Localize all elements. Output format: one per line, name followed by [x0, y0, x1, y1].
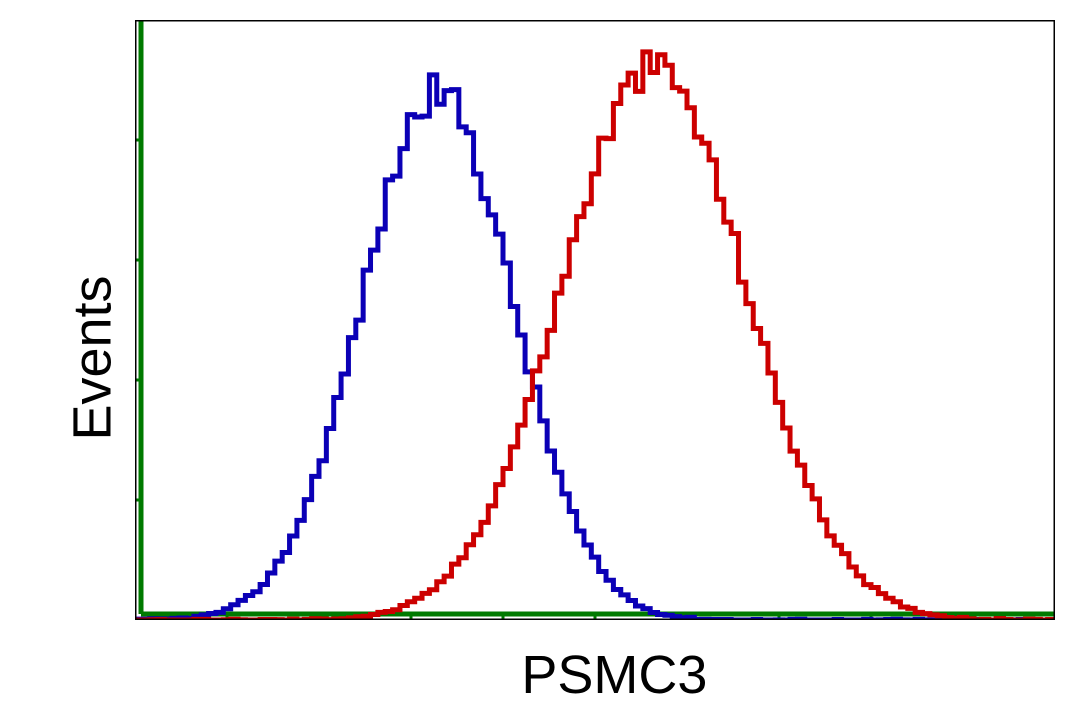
axes-group — [141, 20, 1055, 614]
blue-series — [135, 75, 1055, 620]
plot-svg — [135, 20, 1055, 620]
red-series — [135, 52, 1055, 620]
x-axis-label: PSMC3 — [521, 644, 707, 706]
outer-border-group — [135, 20, 1055, 620]
y-axis-label: Events — [62, 275, 124, 440]
series-group — [135, 52, 1055, 620]
plot-area — [135, 20, 1055, 620]
ticks-group — [135, 20, 1055, 620]
chart-container: Events PSMC3 — [0, 0, 1080, 716]
